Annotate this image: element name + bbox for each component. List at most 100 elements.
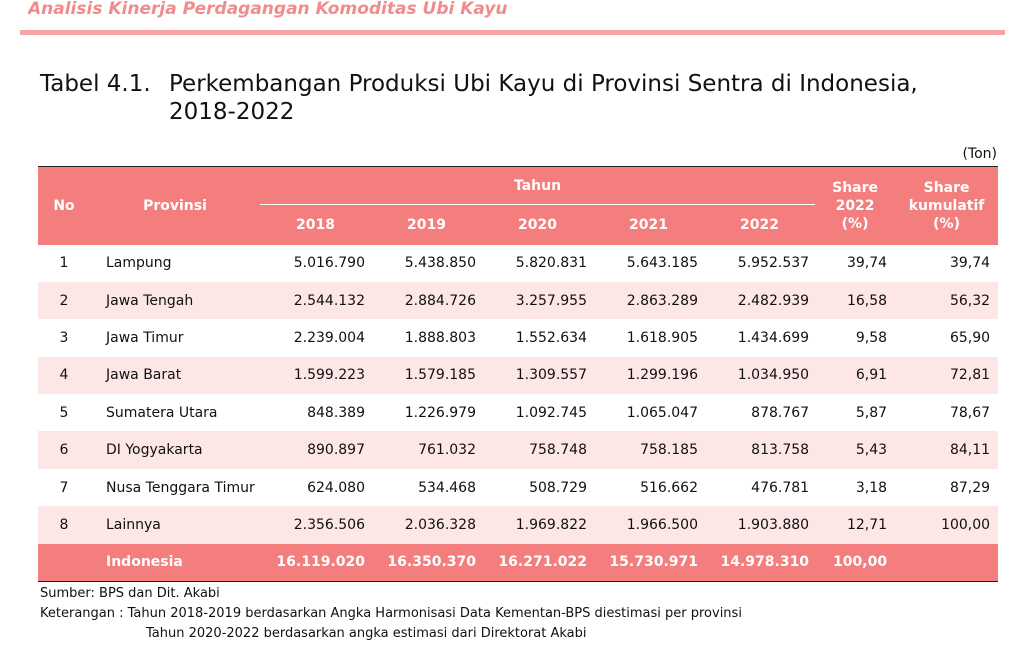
row-value-2021: 1.065.047 [626,404,698,421]
row-value-2018: 624.080 [307,479,365,496]
row-value-2021: 1.966.500 [593,506,704,544]
row-value-2021: 516.662 [640,479,698,496]
total-no-cell [38,543,90,583]
row-value-2018: 2.356.506 [260,506,371,544]
row-value-2019: 2.884.726 [371,281,482,320]
row-share: 9,58 [855,329,888,346]
running-header-title: Analisis Kinerja Perdagangan Komoditas U… [28,0,508,19]
remark-label: Keterangan : [40,606,128,621]
table-row: 2 Jawa Tengah 2.544.132 2.884.726 3.257.955 2… [38,281,999,320]
row-cumulative: 39,74 [949,255,991,272]
total-value-2020: 16.271.022 [482,543,593,583]
row-no: 1 [59,255,69,272]
table-row: 8 Lainnya 2.356.506 2.036.328 1.969.822 1.966… [38,506,999,544]
row-value-2019: 5.438.850 [404,255,476,272]
unit-label: (Ton) [962,146,997,162]
header-no: No [38,166,90,245]
row-value-2022: 476.781 [751,479,810,496]
header-share-cumulative: Share kumulatif (%) [895,166,999,245]
row-value-2020: 5.820.831 [515,255,587,272]
total-value-2022: 14.978.310 [704,543,816,583]
row-value-2022: 5.952.537 [737,255,810,272]
table-notes: Sumber: BPS dan Dit. Akabi Keterangan : … [40,584,742,644]
row-value-2021: 758.185 [593,431,704,469]
row-no: 6 [38,431,90,469]
row-share: 12,71 [815,506,896,544]
row-value-2020: 1.092.745 [515,404,587,421]
row-share: 3,18 [855,479,888,496]
caption-label: Tabel 4.1. [40,71,151,97]
header-province: Provinsi [90,166,260,245]
row-province: Jawa Tengah [90,281,260,320]
total-value-2018: 16.119.020 [260,543,371,583]
source-note: Sumber: BPS dan Dit. Akabi [40,586,220,601]
row-province: Nusa Tenggara Timur [106,479,255,496]
row-no: 8 [38,506,90,544]
row-value-2019: 761.032 [371,431,482,469]
total-share: 100,00 [815,543,896,583]
row-cumulative: 72,81 [895,356,999,395]
row-value-2018: 1.599.223 [260,356,371,395]
table-row: 3 Jawa Timur 2.239.004 1.888.803 1.552.634 1.… [38,319,998,356]
row-cumulative: 56,32 [895,281,999,320]
caption-line-2: 2018-2022 [169,99,295,125]
total-value-2021: 15.730.971 [593,543,704,583]
row-value-2019: 1.579.185 [371,356,482,395]
header-year-2018: 2018 [260,204,371,245]
row-value-2020: 508.729 [529,479,587,496]
header-rule [20,30,1005,35]
row-no: 5 [59,404,69,421]
row-province: Lampung [106,255,172,272]
row-province: DI Yogyakarta [90,431,260,469]
row-value-2020: 1.552.634 [515,329,587,346]
row-share: 16,58 [815,281,896,320]
header-year-2021: 2021 [593,204,704,245]
table-row: 6 DI Yogyakarta 890.897 761.032 758.748 758.1… [38,431,999,469]
row-value-2019: 1.226.979 [404,404,476,421]
remark-line-1: Tahun 2018-2019 berdasarkan Angka Harmon… [127,606,742,621]
row-value-2021: 2.863.289 [593,281,704,320]
row-province: Jawa Timur [106,329,184,346]
row-value-2022: 2.482.939 [704,281,816,320]
remark-line-2: Tahun 2020-2022 berdasarkan angka estima… [146,626,587,641]
row-cumulative: 78,67 [949,404,991,421]
header-year-group: Tahun [260,166,816,205]
row-value-2022: 1.903.880 [704,506,816,544]
table-row: 7 Nusa Tenggara Timur 624.080 534.468 508.72… [38,469,998,506]
total-label: Indonesia [90,543,260,583]
row-no: 7 [59,479,69,496]
caption-line-1: Perkembangan Produksi Ubi Kayu di Provin… [169,71,918,97]
production-table: No Provinsi Tahun Share 2022 (%) Share k… [38,166,999,583]
row-share: 6,91 [815,356,896,395]
row-value-2022: 1.034.950 [704,356,816,395]
row-province: Lainnya [90,506,260,544]
row-value-2021: 5.643.185 [626,255,698,272]
row-value-2021: 1.618.905 [626,329,698,346]
row-value-2021: 1.299.196 [593,356,704,395]
total-row: Indonesia 16.119.020 16.350.370 16.271.0… [38,543,999,583]
row-value-2022: 878.767 [751,404,810,421]
table-row: 4 Jawa Barat 1.599.223 1.579.185 1.309.557 1.… [38,356,999,395]
row-cumulative: 84,11 [895,431,999,469]
row-value-2020: 1.309.557 [482,356,593,395]
row-value-2018: 2.239.004 [293,329,365,346]
header-share-2022: Share 2022 (%) [815,166,896,245]
row-value-2019: 534.468 [418,479,476,496]
row-cumulative: 87,29 [949,479,991,496]
row-cumulative: 100,00 [895,506,999,544]
row-value-2019: 1.888.803 [404,329,476,346]
row-province: Sumatera Utara [106,404,218,421]
header-year-2020: 2020 [482,204,593,245]
row-value-2018: 848.389 [307,404,365,421]
row-value-2019: 2.036.328 [371,506,482,544]
row-cumulative: 65,90 [949,329,991,346]
row-value-2018: 5.016.790 [293,255,365,272]
row-no: 4 [38,356,90,395]
row-value-2022: 1.434.699 [737,329,810,346]
total-value-2019: 16.350.370 [371,543,482,583]
row-share: 39,74 [846,255,888,272]
row-no: 3 [59,329,69,346]
row-value-2018: 890.897 [260,431,371,469]
row-no: 2 [38,281,90,320]
row-province: Jawa Barat [90,356,260,395]
